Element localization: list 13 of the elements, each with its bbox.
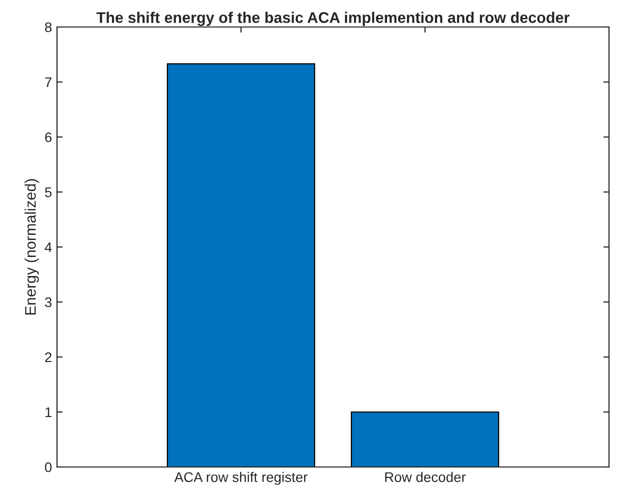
x-tick-label: Row decoder (385, 472, 466, 482)
y-tick-label: 6 (45, 132, 52, 142)
chart-title: The shift energy of the basic ACA implemention and row decoder (96, 12, 570, 26)
y-tick-label: 4 (44, 242, 52, 252)
y-tick-label: 7 (45, 77, 52, 88)
y-tick-label: 1 (45, 407, 52, 418)
y-tick-label: 5 (44, 187, 52, 198)
y-tick-label: 0 (44, 462, 52, 472)
y-tick-label: 3 (44, 297, 52, 308)
y-tick-label: 8 (45, 22, 52, 32)
x-tick-label: ACA row shift register (174, 472, 308, 485)
y-tick-label: 2 (45, 352, 52, 362)
y-axis-title: Energy (normalized) (24, 179, 39, 315)
